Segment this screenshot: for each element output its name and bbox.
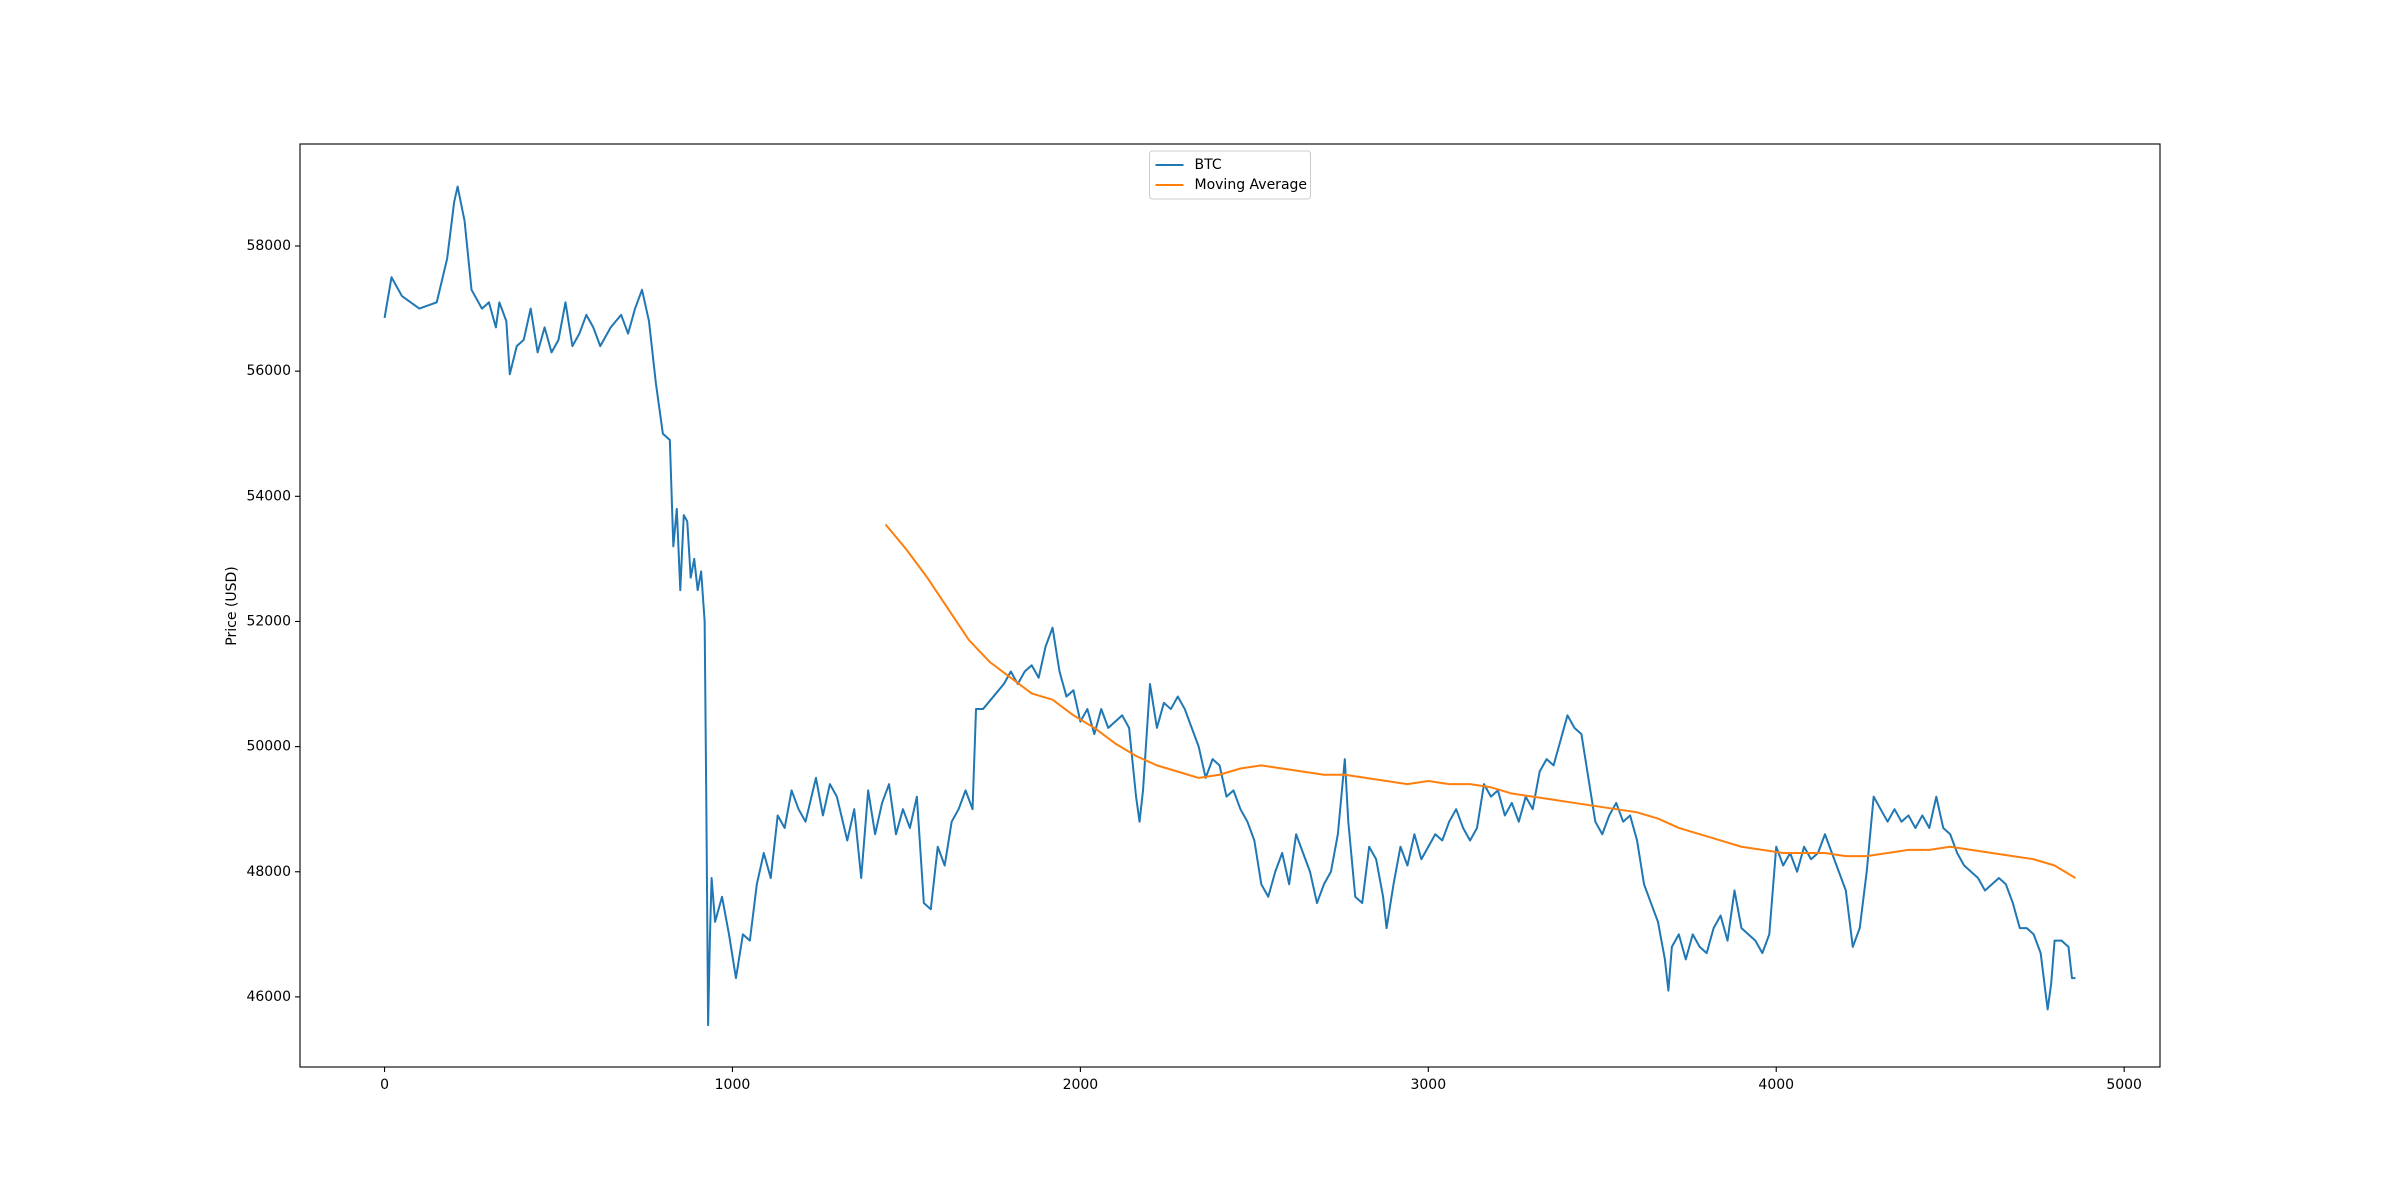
legend-box: [1149, 150, 1311, 200]
x-tick-label: 4000: [1758, 1077, 1794, 1093]
x-tick-label: 1000: [715, 1077, 751, 1093]
y-tick-label: 46000: [246, 989, 291, 1005]
y-tick-label: 52000: [246, 613, 291, 629]
y-tick-label: 58000: [246, 238, 291, 254]
series-line: [884, 523, 2076, 879]
y-tick-label: 56000: [246, 363, 291, 379]
y-tick-label: 54000: [246, 488, 291, 504]
x-tick-label: 2000: [1063, 1077, 1099, 1093]
series-line: [383, 185, 2076, 1027]
y-tick-label: 48000: [246, 864, 291, 880]
x-tick-label: 3000: [1410, 1077, 1446, 1093]
x-tick-label: 0: [380, 1077, 389, 1093]
legend-label: BTC: [1195, 157, 1222, 173]
plot-frame: [299, 143, 2161, 1068]
legend-label: Moving Average: [1195, 177, 1308, 193]
x-tick-label: 5000: [2106, 1077, 2142, 1093]
y-tick-label: 50000: [246, 739, 291, 755]
y-axis-label: Price (USD): [224, 566, 240, 645]
